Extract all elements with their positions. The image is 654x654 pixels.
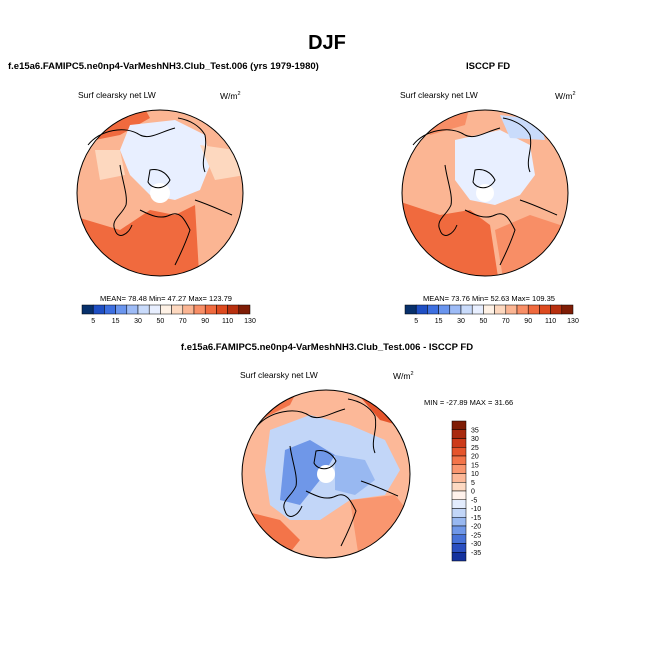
panel3-colorbar-tick-label-1: 30 (471, 436, 479, 443)
panel3-colorbar-tick-label-7: 0 (471, 489, 475, 496)
panel2-colorbar-tick-label-3: 50 (480, 318, 488, 325)
panel3-colorbar-swatch-5 (451, 464, 467, 474)
panel3-colorbar-swatch-4 (451, 455, 467, 465)
panel3-units: W/m2 (393, 371, 414, 381)
panel3-colorbar-swatch-3 (451, 447, 467, 457)
panel3-variable-label: Surf clearsky net LW (240, 370, 318, 380)
panel3-colorbar-swatch-13 (451, 534, 467, 544)
panel1-variable-label: Surf clearsky net LW (78, 90, 156, 100)
panel3-colorbar-swatch-12 (451, 525, 467, 535)
panel3-colorbar-swatch-6 (451, 473, 467, 483)
panel3-colorbar-swatch-11 (451, 517, 467, 527)
panel3-colorbar-tick-label-3: 20 (471, 454, 479, 461)
panel1-colorbar-tick-label-6: 110 (222, 318, 233, 325)
panel3-colorbar-swatch-7 (451, 482, 467, 492)
panel1-colorbar-tick-label-5: 90 (201, 318, 209, 325)
panel1-colorbar-tick-label-0: 5 (91, 318, 95, 325)
panel1-colorbar-tick-label-4: 70 (179, 318, 187, 325)
panel1-title: f.e15a6.FAMIPC5.ne0np4-VarMeshNH3.Club_T… (8, 61, 319, 72)
panel3-colorbar-swatch-10 (451, 508, 467, 518)
panel2-colorbar-tick-label-5: 90 (524, 318, 532, 325)
panel3-colorbar-tick-label-4: 15 (471, 462, 479, 469)
panel3-colorbar-tick-label-8: -5 (471, 497, 477, 504)
panel3-colorbar-tick-label-11: -20 (471, 524, 481, 531)
panel3-colorbar-tick-label-5: 10 (471, 471, 479, 478)
panel2-colorbar-swatch-14 (561, 304, 574, 315)
diff-title: f.e15a6.FAMIPC5.ne0np4-VarMeshNH3.Club_T… (180, 342, 474, 353)
panel2-colorbar-tick-label-6: 110 (545, 318, 556, 325)
panel1-colorbar-tick-label-7: 130 (244, 318, 256, 325)
panel3-colorbar-swatch-0 (451, 420, 467, 430)
panel3-colorbar-tick-label-10: -15 (471, 515, 481, 522)
panel2-variable-label: Surf clearsky net LW (400, 90, 478, 100)
figure-title: DJF (308, 32, 346, 54)
panel2-units: W/m2 (555, 91, 576, 101)
panel3-colorbar-swatch-9 (451, 499, 467, 509)
panel3-colorbar-tick-label-13: -30 (471, 541, 481, 548)
panel1-colorbar-tick-label-3: 50 (157, 318, 165, 325)
panel3-colorbar-swatch-1 (451, 429, 467, 439)
panel2-colorbar-tick-label-4: 70 (502, 318, 510, 325)
panel2-colorbar-tick-label-1: 15 (435, 318, 443, 325)
panel2-title: ISCCP FD (466, 61, 511, 72)
panel3-colorbar-swatch-2 (451, 438, 467, 448)
panel3-stats: MIN = -27.89 MAX = 31.66 (424, 398, 514, 407)
panel3-colorbar-swatch-8 (451, 490, 467, 500)
panel3-colorbar-swatch-15 (451, 552, 467, 562)
panel2-colorbar-tick-label-0: 5 (414, 318, 418, 325)
panel3-colorbar-tick-label-0: 35 (471, 427, 479, 434)
panel1-colorbar-swatch-14 (238, 304, 251, 315)
panel3-colorbar-tick-label-2: 25 (471, 445, 479, 452)
panel2-colorbar-tick-label-2: 30 (457, 318, 465, 325)
panel2-colorbar-tick-label-7: 130 (567, 318, 579, 325)
panel1-colorbar-tick-label-2: 30 (134, 318, 142, 325)
panel3-colorbar-tick-label-6: 5 (471, 480, 475, 487)
panel2-stats: MEAN= 73.76 Min= 52.63 Max= 109.35 (423, 294, 555, 303)
panel3-colorbar-swatch-14 (451, 543, 467, 553)
panel1-units: W/m2 (220, 91, 241, 101)
panel3-colorbar-tick-label-9: -10 (471, 506, 481, 513)
panel1-stats: MEAN= 78.48 Min= 47.27 Max= 123.79 (100, 294, 232, 303)
panel1-colorbar-tick-label-1: 15 (112, 318, 120, 325)
panel3-colorbar-tick-label-14: -35 (471, 550, 481, 557)
panel3-colorbar-tick-label-12: -25 (471, 532, 481, 539)
